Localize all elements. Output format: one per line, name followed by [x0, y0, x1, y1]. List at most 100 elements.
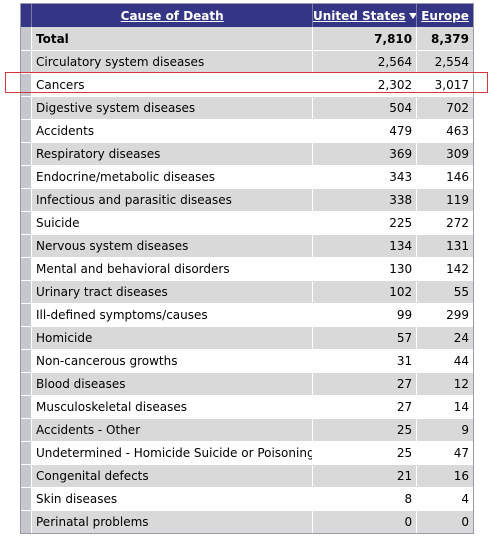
europe-value: 0	[417, 511, 473, 533]
table-row: Cancers 2,302 3,017	[21, 73, 473, 96]
table-row: Infectious and parasitic diseases 338 119	[21, 188, 473, 211]
cause-cell: Blood diseases	[32, 373, 314, 395]
table-row: Accidents - Other 25 9	[21, 418, 473, 441]
europe-value: 299	[417, 304, 473, 326]
united-states-value: 2,564	[313, 51, 418, 73]
europe-value: 55	[417, 281, 473, 303]
row-gutter	[21, 97, 32, 119]
cause-cell: Endocrine/metabolic diseases	[32, 166, 314, 188]
europe-value: 8,379	[417, 27, 473, 50]
cause-cell: Ill-defined symptoms/causes	[32, 304, 314, 326]
table-row: Circulatory system diseases 2,564 2,554	[21, 50, 473, 73]
sort-descending-icon[interactable]	[408, 12, 417, 19]
united-states-value: 99	[313, 304, 418, 326]
cause-cell: Respiratory diseases	[32, 143, 314, 165]
row-gutter	[21, 419, 32, 441]
table-row: Total 7,810 8,379	[21, 27, 473, 50]
row-gutter	[21, 488, 32, 510]
table-row: Perinatal problems 0 0	[21, 510, 473, 533]
cause-cell: Non-cancerous growths	[32, 350, 314, 372]
table-row: Skin diseases 8 4	[21, 487, 473, 510]
column-header-cause-label[interactable]: Cause of Death	[120, 8, 224, 23]
table-row: Congenital defects 21 16	[21, 464, 473, 487]
cause-cell: Urinary tract diseases	[32, 281, 314, 303]
table-row: Mental and behavioral disorders 130 142	[21, 257, 473, 280]
united-states-value: 7,810	[313, 27, 418, 50]
united-states-value: 479	[313, 120, 418, 142]
cause-cell: Undetermined - Homicide Suicide or Poiso…	[32, 442, 314, 464]
united-states-value: 369	[313, 143, 418, 165]
table-row: Digestive system diseases 504 702	[21, 96, 473, 119]
europe-value: 463	[417, 120, 473, 142]
united-states-value: 225	[313, 212, 418, 234]
united-states-value: 2,302	[313, 74, 418, 96]
table-body: Total 7,810 8,379 Circulatory system diseas…	[21, 27, 473, 533]
table-row: Homicide 57 24	[21, 326, 473, 349]
column-header-united-states[interactable]: United States	[313, 4, 418, 27]
cause-cell: Accidents	[32, 120, 314, 142]
europe-value: 24	[417, 327, 473, 349]
europe-value: 9	[417, 419, 473, 441]
united-states-value: 27	[313, 373, 418, 395]
table-row: Endocrine/metabolic diseases 343 146	[21, 165, 473, 188]
united-states-value: 8	[313, 488, 418, 510]
row-gutter	[21, 74, 32, 96]
column-header-europe[interactable]: Europe	[417, 4, 473, 27]
united-states-value: 25	[313, 442, 418, 464]
cause-cell: Skin diseases	[32, 488, 314, 510]
cause-cell: Infectious and parasitic diseases	[32, 189, 314, 211]
table-row: Non-cancerous growths 31 44	[21, 349, 473, 372]
united-states-value: 134	[313, 235, 418, 257]
header-gutter	[21, 4, 32, 27]
cause-cell: Accidents - Other	[32, 419, 314, 441]
row-gutter	[21, 304, 32, 326]
table-row: Musculoskeletal diseases 27 14	[21, 395, 473, 418]
table-row: Blood diseases 27 12	[21, 372, 473, 395]
row-gutter	[21, 51, 32, 73]
united-states-value: 57	[313, 327, 418, 349]
row-gutter	[21, 143, 32, 165]
united-states-value: 0	[313, 511, 418, 533]
united-states-value: 31	[313, 350, 418, 372]
europe-value: 272	[417, 212, 473, 234]
table-row: Suicide 225 272	[21, 211, 473, 234]
europe-value: 3,017	[417, 74, 473, 96]
table-row: Nervous system diseases 134 131	[21, 234, 473, 257]
cause-cell: Mental and behavioral disorders	[32, 258, 314, 280]
cause-cell: Suicide	[32, 212, 314, 234]
column-header-cause[interactable]: Cause of Death	[32, 4, 314, 27]
europe-value: 44	[417, 350, 473, 372]
table-row: Urinary tract diseases 102 55	[21, 280, 473, 303]
row-gutter	[21, 120, 32, 142]
row-gutter	[21, 27, 32, 50]
europe-value: 2,554	[417, 51, 473, 73]
europe-value: 142	[417, 258, 473, 280]
united-states-value: 338	[313, 189, 418, 211]
europe-value: 131	[417, 235, 473, 257]
row-gutter	[21, 258, 32, 280]
row-gutter	[21, 235, 32, 257]
column-header-europe-label[interactable]: Europe	[421, 8, 469, 23]
cause-cell: Nervous system diseases	[32, 235, 314, 257]
row-gutter	[21, 189, 32, 211]
cause-of-death-table: Cause of Death United States Europe Tota…	[20, 3, 474, 534]
row-gutter	[21, 327, 32, 349]
united-states-value: 504	[313, 97, 418, 119]
table-row: Undetermined - Homicide Suicide or Poiso…	[21, 441, 473, 464]
united-states-value: 130	[313, 258, 418, 280]
column-header-us-label[interactable]: United States	[313, 8, 406, 23]
row-gutter	[21, 442, 32, 464]
row-gutter	[21, 350, 32, 372]
row-gutter	[21, 373, 32, 395]
row-gutter	[21, 465, 32, 487]
cause-cell: Cancers	[32, 74, 314, 96]
united-states-value: 21	[313, 465, 418, 487]
europe-value: 12	[417, 373, 473, 395]
row-gutter	[21, 281, 32, 303]
europe-value: 16	[417, 465, 473, 487]
cause-cell: Homicide	[32, 327, 314, 349]
cause-cell: Perinatal problems	[32, 511, 314, 533]
row-gutter	[21, 396, 32, 418]
united-states-value: 25	[313, 419, 418, 441]
europe-value: 119	[417, 189, 473, 211]
